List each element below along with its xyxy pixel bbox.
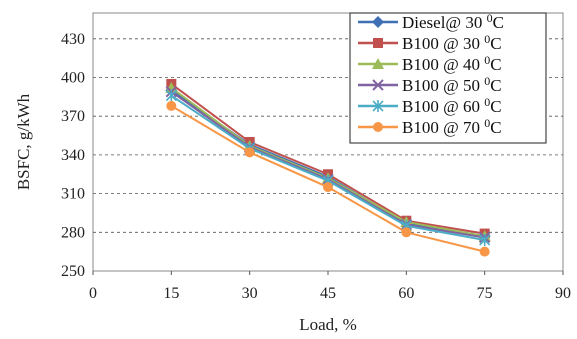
data-point bbox=[401, 227, 412, 238]
y-tick-labels: 250 280 310 340 370 400 430 bbox=[61, 31, 85, 280]
legend-entry: B100 @ 50 0C bbox=[358, 74, 502, 95]
data-point bbox=[165, 89, 177, 102]
data-point bbox=[479, 234, 491, 247]
data-point bbox=[166, 100, 177, 111]
legend-entry: B100 @ 30 0C bbox=[358, 32, 502, 53]
legend-marker bbox=[372, 100, 384, 112]
x-tick-label: 15 bbox=[163, 285, 179, 302]
legend-marker bbox=[372, 79, 384, 91]
x-tick-label: 0 bbox=[89, 285, 97, 302]
legend-entry: B100 @ 40 0C bbox=[358, 53, 502, 74]
y-tick-label: 340 bbox=[61, 147, 85, 164]
series-5 bbox=[166, 100, 490, 257]
legend-entry: B100 @ 70 0C bbox=[358, 116, 502, 137]
legend-marker bbox=[372, 58, 384, 69]
data-point bbox=[479, 246, 490, 257]
legend-label: B100 @ 40 0C bbox=[402, 53, 502, 74]
legend-marker bbox=[372, 16, 384, 28]
legend-entry: Diesel@ 30 0C bbox=[358, 11, 504, 32]
legend-entry: B100 @ 60 0C bbox=[358, 95, 502, 116]
legend-box bbox=[349, 12, 547, 144]
x-tick-label: 45 bbox=[320, 285, 336, 302]
y-tick-label: 250 bbox=[61, 263, 85, 280]
x-tick-label: 90 bbox=[555, 285, 571, 302]
x-tick-label: 75 bbox=[477, 285, 493, 302]
legend-label: Diesel@ 30 0C bbox=[402, 11, 504, 32]
data-point bbox=[244, 147, 255, 158]
y-tick-label: 280 bbox=[61, 224, 85, 241]
legend-marker bbox=[373, 38, 383, 48]
y-tick-label: 400 bbox=[61, 70, 85, 87]
data-point bbox=[323, 182, 333, 193]
x-tick-label: 30 bbox=[242, 285, 258, 302]
legend-label: B100 @ 70 0C bbox=[402, 116, 502, 137]
x-axis-title: Load, % bbox=[299, 315, 357, 334]
legend-label: B100 @ 30 0C bbox=[402, 32, 502, 53]
y-tick-label: 310 bbox=[61, 186, 85, 203]
series-group bbox=[165, 78, 491, 257]
legend-label: B100 @ 50 0C bbox=[402, 74, 502, 95]
x-tick-label: 60 bbox=[398, 285, 414, 302]
y-tick-label: 370 bbox=[61, 108, 85, 125]
y-tick-label: 430 bbox=[61, 31, 85, 48]
legend-marker bbox=[373, 122, 383, 132]
legend-label: B100 @ 60 0C bbox=[402, 95, 502, 116]
y-axis-title: BSFC, g/kWh bbox=[14, 93, 33, 190]
x-tick-labels: 0 15 30 45 60 75 90 bbox=[89, 271, 571, 302]
